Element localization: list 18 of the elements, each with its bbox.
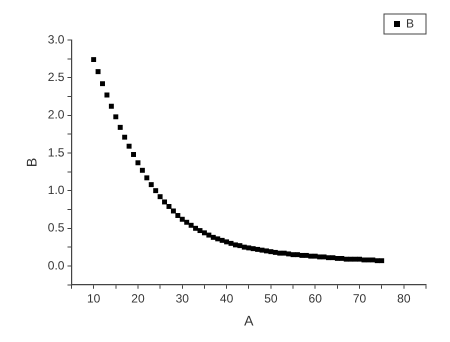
legend-label: B	[406, 16, 414, 30]
y-tick-label: 3.0	[48, 32, 65, 46]
x-tick-label: 30	[176, 291, 190, 306]
x-tick-label: 40	[220, 291, 234, 306]
y-tick-label: 2.0	[48, 108, 65, 122]
y-tick-label: 1.0	[48, 182, 65, 197]
y-axis-title: B	[23, 158, 40, 168]
x-tick-label: 10	[86, 291, 101, 306]
x-tick-label: 60	[308, 291, 322, 306]
x-tick-label: 50	[264, 291, 278, 306]
x-tick-label: 20	[131, 291, 145, 306]
x-tick-label: 70	[352, 291, 367, 306]
x-axis-title: A	[244, 312, 254, 328]
x-tick-label: 80	[397, 291, 411, 306]
y-tick-label: 1.5	[48, 145, 65, 160]
y-tick-label: 0.5	[48, 220, 65, 235]
y-tick-label: 0.0	[48, 258, 65, 272]
y-tick-label: 2.5	[48, 70, 65, 84]
